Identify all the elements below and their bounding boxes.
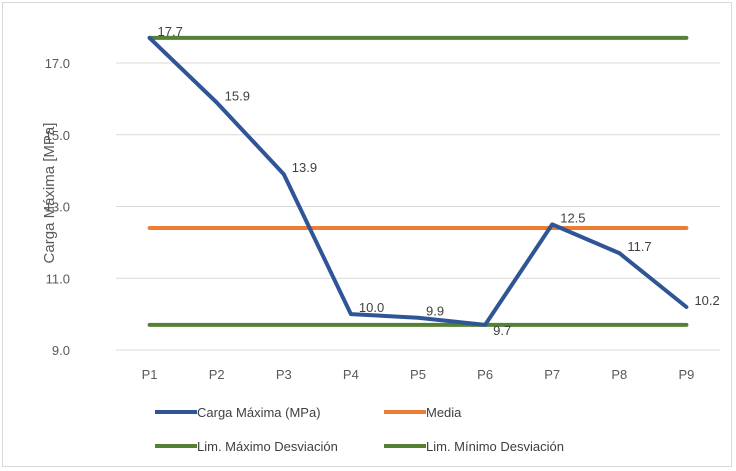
x-tick-label: P5	[410, 367, 426, 382]
data-label: 10.0	[359, 300, 384, 315]
x-tick-label: P8	[611, 367, 627, 382]
y-axis-ticks: 9.0 11.0 13.0 15.0 17.0	[45, 56, 70, 358]
data-label: 15.9	[225, 88, 250, 103]
data-labels: 17.7 15.9 13.9 10.0 9.9 9.7 12.5 11.7 10.2	[158, 24, 720, 338]
data-label: 11.7	[627, 239, 651, 254]
data-label: 9.9	[426, 304, 444, 319]
x-tick-label: P2	[209, 367, 225, 382]
data-label: 13.9	[292, 160, 317, 175]
y-tick-label: 17.0	[45, 56, 70, 71]
data-label: 17.7	[158, 24, 183, 39]
x-tick-label: P9	[678, 367, 694, 382]
chart-frame	[2, 2, 732, 467]
y-tick-label: 9.0	[52, 343, 70, 358]
legend-entry: Carga Máxima (MPa)	[197, 405, 321, 420]
y-tick-label: 11.0	[46, 271, 70, 286]
series-lines	[147, 35, 689, 327]
data-label: 10.2	[694, 293, 719, 308]
series-line-0	[147, 35, 689, 327]
legend-entry: Lim. Máximo Desviación	[197, 439, 338, 454]
x-tick-label: P4	[343, 367, 359, 382]
y-axis-label: Carga Máxima [MPa]	[41, 123, 58, 264]
data-label: 9.7	[493, 323, 511, 338]
legend-entry: Media	[426, 405, 462, 420]
y-tick-label: 15.0	[45, 128, 70, 143]
x-tick-label: P6	[477, 367, 493, 382]
x-tick-label: P3	[276, 367, 292, 382]
legend-entry: Lim. Mínimo Desviación	[426, 439, 564, 454]
x-tick-label: P1	[142, 367, 158, 382]
x-axis-ticks: P1 P2 P3 P4 P5 P6 P7 P8 P9	[142, 367, 695, 382]
data-label: 12.5	[560, 210, 585, 225]
y-tick-label: 13.0	[45, 200, 70, 215]
gridlines	[116, 62, 720, 351]
x-tick-label: P7	[544, 367, 560, 382]
legend: Carga Máxima (MPa) Media Lim. Máximo Desvi…	[155, 405, 564, 454]
